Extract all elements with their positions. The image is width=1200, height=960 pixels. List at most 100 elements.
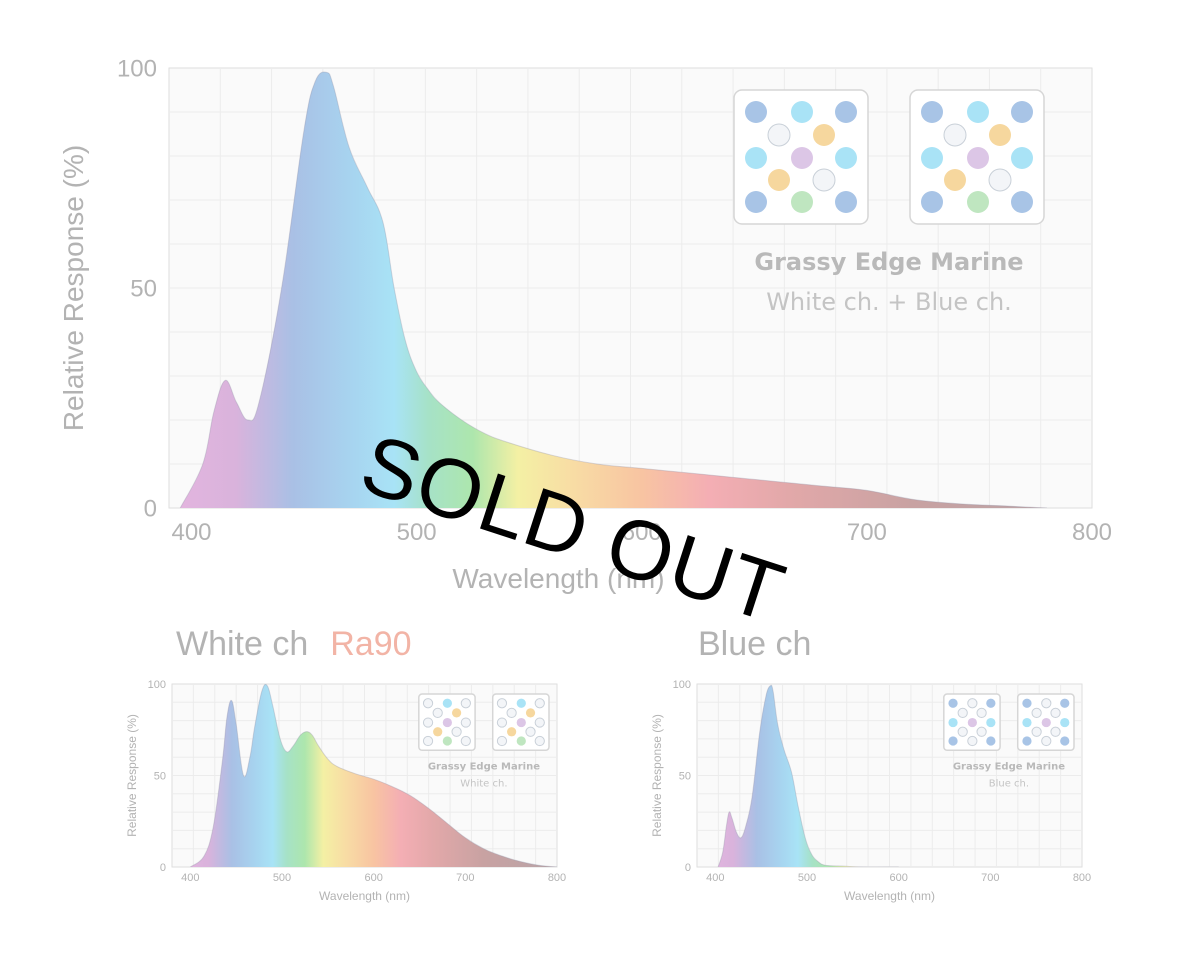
y-tick-label: 100 [148,679,166,691]
led-dot-icon [525,726,536,737]
led-dot-icon [986,698,996,708]
led-dot-icon [957,726,968,737]
led-dot-icon [835,191,857,213]
led-dot-icon [433,727,443,737]
white-channel-label: White ch [176,625,309,663]
led-dot-icon [967,191,989,213]
led-dot-icon [948,717,958,728]
led-dot-icon [422,698,434,709]
led-dot-icon [525,708,536,718]
led-dot-icon [967,147,989,169]
legend-name: Grassy Edge Marine [428,762,540,773]
led-dot-icon [534,717,545,728]
led-dot-icon [451,708,462,718]
legend-channel: White ch. [460,778,507,789]
x-tick-label: 500 [273,872,291,884]
led-dot-icon [835,147,857,169]
y-tick-label: 0 [160,862,166,874]
led-dot-icon [745,147,767,169]
led-dot-icon [516,736,526,746]
y-axis-label: Relative Response (%) [650,714,664,837]
led-dot-icon [1031,707,1042,719]
led-dot-icon [432,707,443,719]
led-dot-icon [791,101,813,123]
x-tick-label: 500 [397,519,437,546]
led-dot-icon [1060,717,1070,728]
led-dot-icon [442,736,452,746]
legend-channel: White ch. + Blue ch. [766,288,1012,316]
y-axis-label: Relative Response (%) [125,714,139,837]
led-dot-icon [507,727,517,737]
led-dot-icon [967,717,977,728]
led-dot-icon [986,736,996,746]
white-chart-group: 0 50 100 400 500 600 700 800 Wavelength (nm) Rela… [125,679,566,903]
led-dot-icon [1041,735,1052,747]
led-dot-icon [944,169,966,191]
led-dot-icon [422,735,434,747]
led-dot-icon [496,717,508,728]
led-dot-icon [921,191,943,213]
led-dot-icon [967,101,989,123]
spectrum-area [180,71,1047,508]
y-tick-label: 100 [117,55,157,82]
x-tick-label: 700 [847,519,887,546]
led-layout-tile [909,89,1045,225]
led-dot-icon [943,123,967,147]
led-dot-icon [506,707,517,719]
y-tick-label: 0 [144,495,157,522]
led-dot-icon [948,698,958,708]
x-tick-label: 600 [364,872,382,884]
led-dot-icon [460,717,471,728]
led-dot-icon [516,698,526,708]
led-dot-icon [496,698,508,709]
led-dot-icon [1022,717,1032,728]
led-dot-icon [1041,698,1052,709]
main-chart-group: 0 50 100 400 500 600 700 800 Wavelength (nm) Rela… [58,55,1112,594]
x-axis-label: Wavelength (nm) [319,889,410,903]
led-dot-icon [812,168,836,192]
led-layout-tile [418,693,476,752]
led-layout-tile [943,693,1001,752]
x-tick-label: 400 [171,519,211,546]
legend-name: Grassy Edge Marine [754,248,1023,276]
x-tick-label: 800 [1073,872,1091,884]
led-layout-tile [491,693,550,752]
x-axis-label: Wavelength (nm) [452,563,664,594]
led-dot-icon [1060,736,1070,746]
led-dot-icon [1060,698,1070,708]
y-axis-label: Relative Response (%) [58,145,89,431]
y-tick-label: 0 [685,862,691,874]
x-tick-label: 400 [706,872,724,884]
led-dot-icon [967,735,978,747]
ra-value: Ra90 [330,625,412,663]
white-channel-title: White ch Ra90 [176,625,412,664]
led-dot-icon [957,707,968,719]
led-dot-icon [460,735,471,747]
x-axis-label: Wavelength (nm) [844,889,935,903]
led-dot-icon [745,191,767,213]
led-dot-icon [451,726,462,737]
led-dot-icon [989,124,1011,146]
led-dot-icon [791,147,813,169]
led-dot-icon [791,191,813,213]
blue-chart-group: 0 50 100 400 500 600 700 800 Wavelength (nm) Rela… [650,679,1091,903]
legend-channel: Blue ch. [989,778,1029,789]
led-dot-icon [534,698,545,709]
spectrum-line [179,71,1048,508]
spectrum-line [717,684,899,867]
led-dot-icon [1011,101,1033,123]
blue-channel-title: Blue ch [698,625,812,663]
y-tick-label: 50 [130,275,157,302]
x-tick-label: 800 [1072,519,1112,546]
led-dot-icon [1022,736,1032,746]
spectrum-area [190,684,557,867]
spectrum-line [190,684,557,867]
spectrum-area [718,685,899,867]
x-tick-label: 600 [622,519,662,546]
led-dot-icon [1050,707,1061,719]
x-tick-label: 700 [456,872,474,884]
led-dot-icon [534,735,545,747]
led-dot-icon [1031,726,1042,737]
led-dot-icon [813,124,835,146]
x-tick-label: 800 [548,872,566,884]
